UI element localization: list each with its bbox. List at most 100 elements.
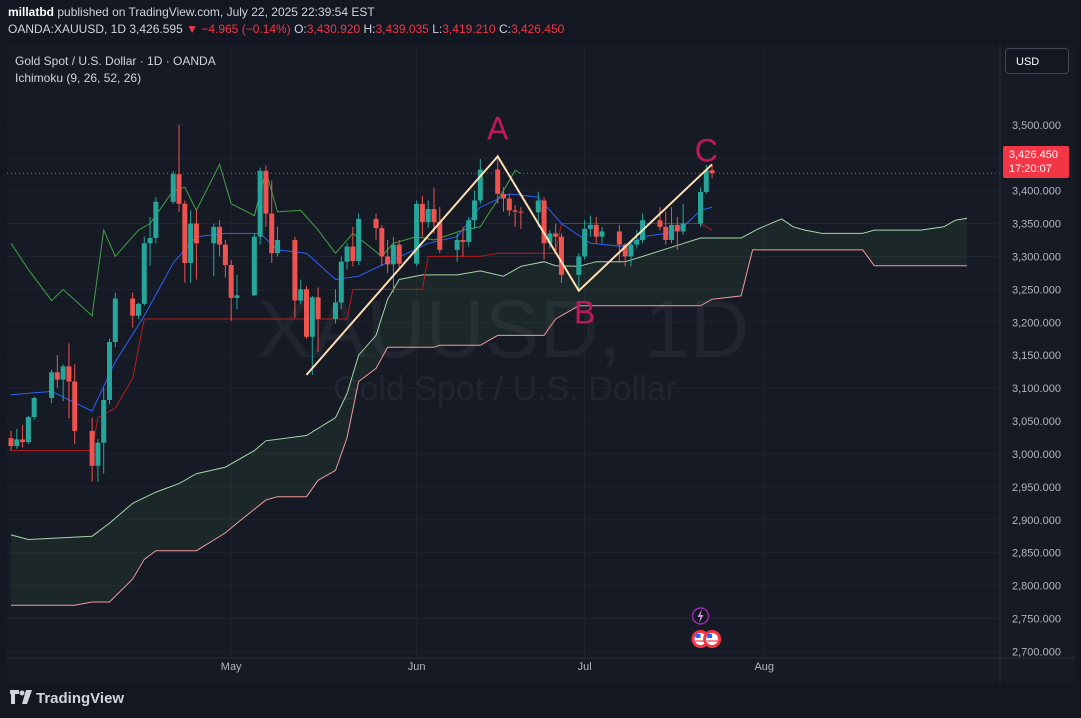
candle-body [593,224,599,237]
time-tick-label: Jun [408,661,426,673]
candle-body [89,430,95,466]
candle-body [8,438,14,447]
tradingview-logo[interactable]: TradingView [10,690,124,707]
candle-body [182,203,188,264]
low-label: L: [432,22,443,36]
candle-body [153,201,159,239]
candle-body [344,246,350,262]
price-tick-label: 3,250.000 [1012,284,1061,296]
candle-body [217,226,223,245]
tradingview-logo-icon [10,690,32,704]
abc-pattern-line [305,154,713,376]
open-value: 3,430.920 [306,22,361,36]
price-tick-label: 2,800.000 [1012,581,1061,593]
candle-body [587,224,593,229]
change-value: ▼ −4.965 (−0.14%) [186,22,291,36]
candle-body [512,210,518,212]
price-tick-label: 3,350.000 [1012,219,1061,231]
candle-body [211,226,217,244]
candle-body [373,218,379,229]
candle-body [292,239,298,301]
price-tick-label: 3,500.000 [1012,120,1061,132]
bar-countdown: 17:20:07 [1009,163,1052,175]
candle-body [419,203,425,223]
candle-body [60,366,66,380]
price-tick-label: 2,700.000 [1012,646,1061,658]
close-value: 3,426.450 [510,22,565,36]
candle-body [547,233,553,244]
candle-body [49,372,55,398]
candle-body [495,169,501,194]
price-tick-label: 3,200.000 [1012,317,1061,329]
price-tick-label: 3,150.000 [1012,350,1061,362]
candle-body [31,397,37,418]
price-tick-label: 2,950.000 [1012,482,1061,494]
candle-body [176,174,182,204]
candle-body [107,342,112,400]
candle-body [553,233,559,237]
candle-body [541,200,547,244]
candle-body [628,244,634,257]
candle-body [101,399,107,443]
time-tick-label: May [221,661,242,673]
candle-body [257,170,263,237]
candle-body [112,298,118,343]
candle-body [437,222,443,250]
candle-body [703,170,709,192]
high-value: 3,439.035 [375,22,429,36]
candle-body [14,439,20,447]
pattern-label-b: B [574,295,595,331]
candle-body [25,417,31,443]
published-text: published on TradingView.com, July 22, 2… [57,5,375,19]
candle-body [234,295,240,298]
candle-body [698,191,703,224]
candle-body [709,170,715,174]
pattern-label-c: C [695,133,718,169]
candle-body [135,303,141,316]
candle-body [379,228,385,257]
candle-body [66,366,72,382]
symbol-label: OANDA:XAUUSD, 1D [8,22,127,36]
candle-body [20,439,26,443]
candle-body [315,297,321,319]
candle-body [141,243,147,304]
candle-body [501,193,506,199]
price-tick-label: 3,050.000 [1012,416,1061,428]
price-tick-label: 2,750.000 [1012,614,1061,626]
candle-body [222,244,228,266]
lightning-glyph-icon [697,609,704,623]
candle-body [396,244,402,264]
price-tick-label: 3,300.000 [1012,251,1061,263]
candle-body [188,223,194,264]
kumo-cloud [11,218,967,606]
candle-body [332,302,338,319]
candle-body [454,239,460,250]
candle-body [263,170,269,214]
candle-body [674,224,680,232]
candle-body [472,200,478,221]
candle-body [390,244,396,265]
author-name[interactable]: millatbd [8,5,55,19]
senkou-span-b-line [11,249,967,606]
price-tick-label: 3,000.000 [1012,449,1061,461]
last-price-tag-value: 3,426.450 [1009,149,1058,161]
candle-body [680,223,686,232]
candle-body [466,220,472,242]
last-price-tag: 3,426.450 17:20:07 [1003,146,1069,178]
candle-body [616,231,622,245]
publish-info: millatbd published on TradingView.com, J… [8,5,375,19]
watermark-name: Gold Spot / U.S. Dollar [333,370,677,408]
time-tick-label: Jul [578,661,592,673]
pattern-label-a: A [487,110,509,146]
candle-body [669,224,675,240]
candle-body [95,442,101,466]
chart-panel[interactable] [7,45,1075,683]
currency-button[interactable]: USD [1005,48,1069,74]
low-value: 3,419.210 [442,22,496,36]
candle-body [558,236,564,275]
price-tick-label: 3,400.000 [1012,186,1061,198]
price-tick-label: 3,100.000 [1012,383,1061,395]
candle-body [477,169,483,201]
indicator-legend[interactable]: Ichimoku (9, 26, 52, 26) [15,71,142,85]
